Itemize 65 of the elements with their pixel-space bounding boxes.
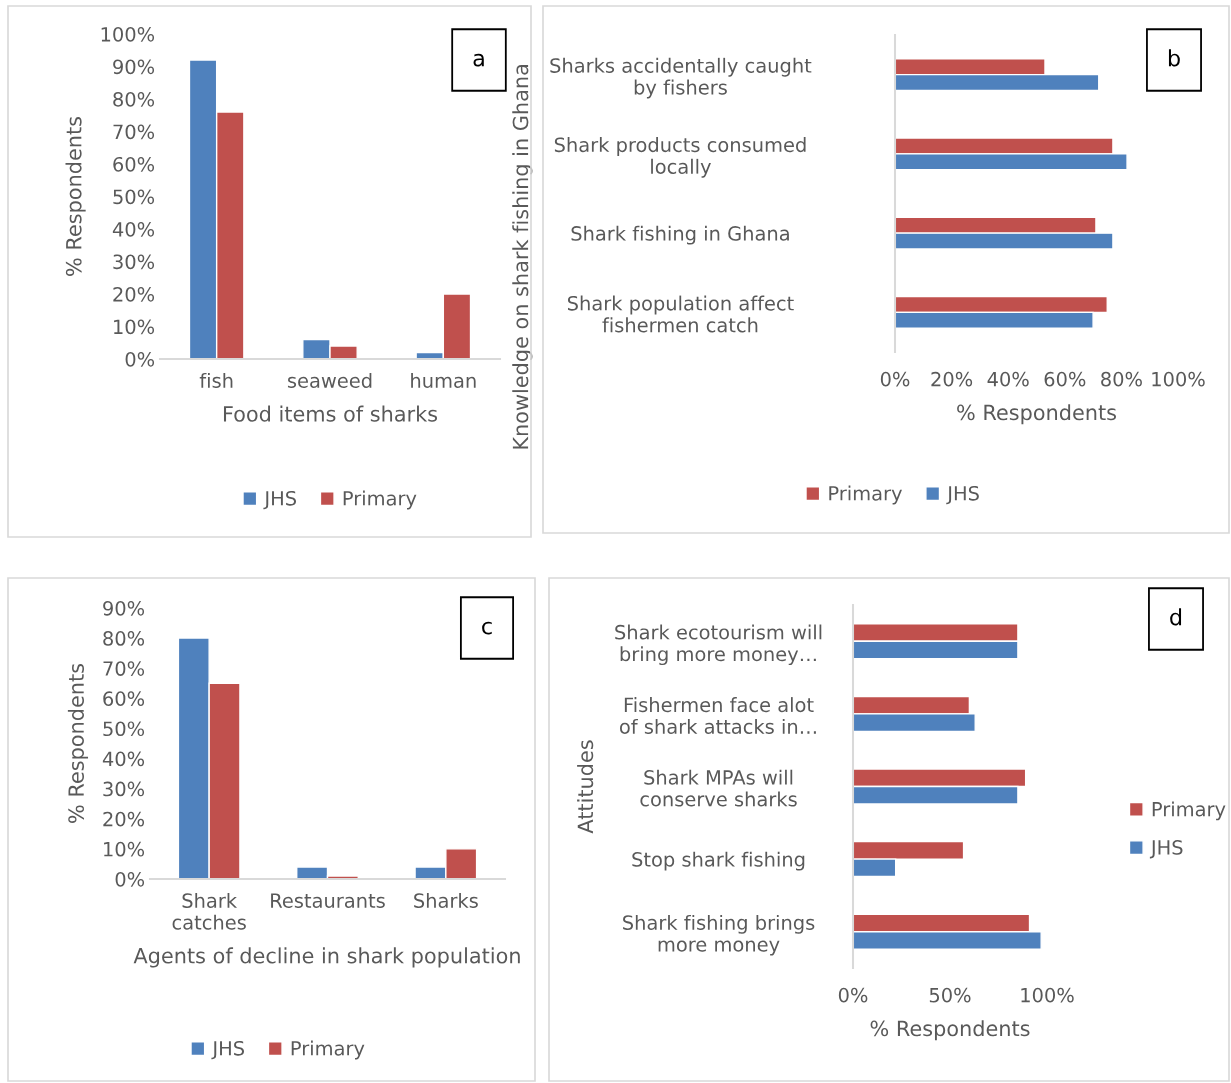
y-tick-label: Stop shark fishing <box>632 851 805 871</box>
y-tick-label: 20% <box>103 811 145 827</box>
y-tick-label: Shark ecotourism will bring more money… <box>615 624 822 666</box>
x-tick-label: 60% <box>1044 371 1086 387</box>
y-tick-label: 0% <box>125 351 155 367</box>
x-tick-label: human <box>411 372 476 388</box>
y-tick-label: 20% <box>113 286 155 302</box>
x-tick-label: 0% <box>838 987 868 1003</box>
y-tick-label: 10% <box>104 841 145 857</box>
y-tick-label: 30% <box>103 781 145 797</box>
legend-label: JHS <box>946 485 979 505</box>
x-tick-label: Shark catches <box>172 892 246 930</box>
x-axis-title: Agents of decline in shark population <box>133 947 520 968</box>
x-tick-label: fish <box>199 372 233 388</box>
x-tick-label: Sharks <box>414 892 478 908</box>
x-tick-label: 20% <box>931 371 973 387</box>
y-tick-label: Shark MPAs will conserve sharks <box>640 769 797 807</box>
legend-label: Primary <box>291 1040 365 1060</box>
y-tick-label: Shark fishing brings more money <box>623 914 815 956</box>
y-tick-label: 40% <box>112 221 155 237</box>
y-tick-label: 80% <box>103 631 145 646</box>
x-tick-label: 80% <box>1101 371 1142 387</box>
y-axis-title: Knowledge on shark fishing in Ghana <box>512 65 533 449</box>
text: d <box>1170 608 1182 626</box>
y-tick-label: 70% <box>113 124 155 140</box>
annotation: a <box>473 53 484 67</box>
legend-label: JHS <box>211 1040 245 1060</box>
x-tick-label: Restaurants <box>271 893 385 908</box>
y-tick-label: 30% <box>113 254 155 270</box>
y-tick-label: 40% <box>102 751 145 767</box>
y-tick-label: Sharks accidentally caught by fishers <box>550 57 812 99</box>
y-tick-label: Shark fishing in Ghana <box>571 225 789 245</box>
y-axis-title: % Respondents <box>65 116 86 276</box>
annotation: b <box>1168 49 1180 67</box>
legend-label: JHS <box>1149 840 1183 859</box>
y-tick-label: 50% <box>103 721 145 737</box>
x-tick-label: 0% <box>880 371 910 387</box>
legend-label: Primary <box>343 490 417 510</box>
x-axis-title: % Respondents <box>870 1020 1030 1041</box>
annotation: c <box>482 621 492 635</box>
y-axis-title: % Respondents <box>67 663 89 823</box>
y-tick-label: 0% <box>115 871 145 887</box>
y-tick-label: 90% <box>113 59 155 75</box>
x-tick-label: 100% <box>1152 371 1205 387</box>
y-tick-label: 50% <box>113 189 155 205</box>
y-tick-label: Shark population affect fishermen catch <box>567 295 794 333</box>
y-tick-label: 60% <box>113 156 155 172</box>
y-axis-title: Attitudes <box>577 740 594 834</box>
legend-label: Primary <box>1152 801 1226 821</box>
x-axis-title: % Respondents <box>957 404 1117 425</box>
x-tick-label: seaweed <box>287 372 372 388</box>
x-tick-label: 40% <box>987 371 1029 387</box>
y-tick-label: 70% <box>103 661 145 676</box>
y-tick-label: 10% <box>114 319 155 335</box>
y-tick-label: 60% <box>103 691 145 706</box>
legend-label: Primary <box>829 485 902 505</box>
legend-label: JHS <box>263 490 297 510</box>
y-tick-label: Shark products consumed locally <box>554 137 806 178</box>
y-tick-label: 90% <box>103 600 145 616</box>
x-tick-label: 100% <box>1021 987 1074 1003</box>
y-tick-label: 80% <box>113 91 155 107</box>
y-tick-label: Fishermen face alot of shark attacks in… <box>619 697 816 734</box>
x-tick-label: 50% <box>929 987 971 1003</box>
x-axis-title: Food items of sharks <box>223 405 438 422</box>
y-tick-label: 100% <box>101 26 155 42</box>
